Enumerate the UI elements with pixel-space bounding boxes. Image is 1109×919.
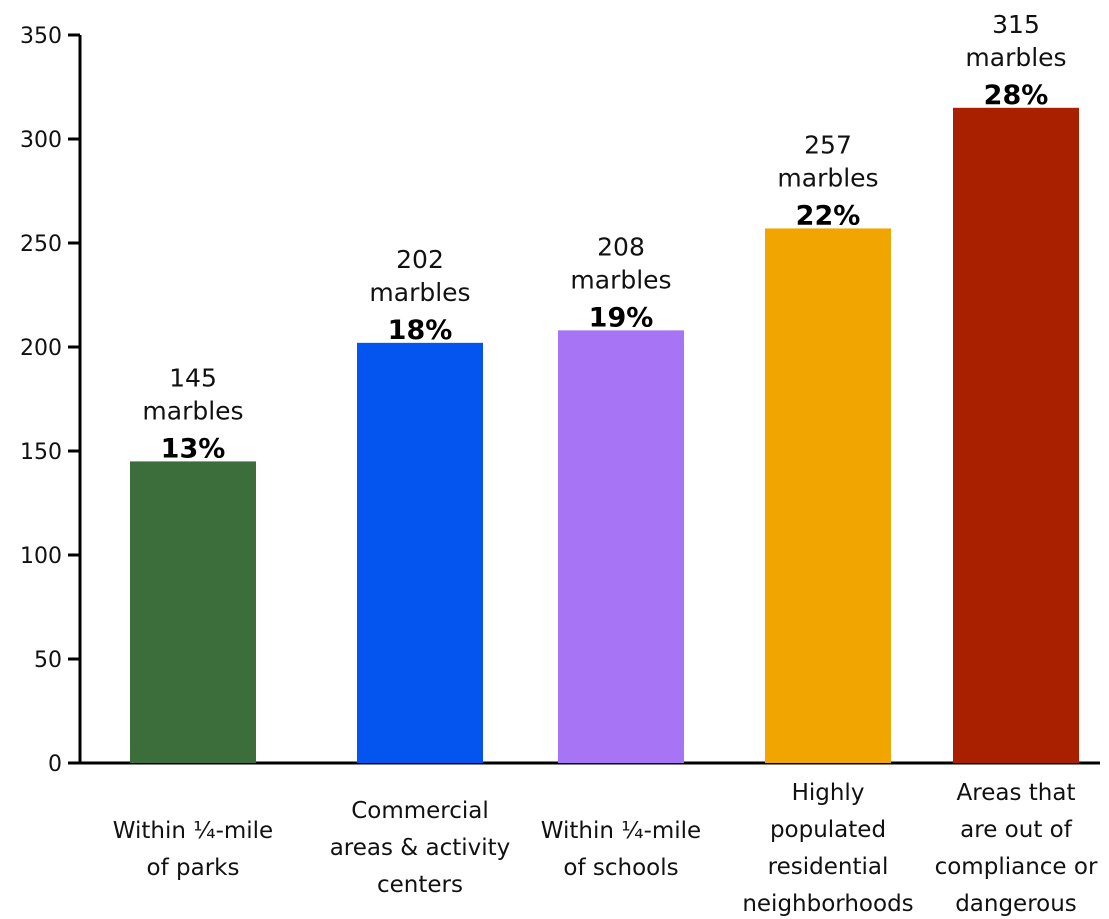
bar-count-line: 202 [396,245,444,274]
category-label-line: neighborhoods [742,891,913,917]
category-label-line: of schools [563,855,678,881]
bar-count-line: 145 [169,363,217,392]
bar-count-label: 315 marbles [965,10,1066,72]
y-tick-label: 0 [48,752,62,777]
y-tick-label: 350 [20,24,62,49]
bar [130,461,256,763]
bar-count-line: marbles [142,396,243,425]
category-labels: Within ¼-mile of parks Commercial areas & a… [113,780,1098,917]
category-label-line: dangerous [955,891,1077,917]
bars [130,107,1079,764]
category-label-line: Areas that [957,780,1076,806]
bar-count-label: 145 marbles [142,363,243,425]
y-tick-label: 200 [20,336,62,361]
bar-count-line: marbles [570,265,671,294]
category-label: Within ¼-mile of schools [541,818,701,881]
y-tick-label: 50 [34,648,62,673]
bar-count-label: 202 marbles [369,245,470,307]
y-tick-label: 300 [20,128,62,153]
category-label-line: Within ¼-mile [541,818,701,844]
category-label: Within ¼-mile of parks [113,818,273,881]
bar [558,330,684,763]
bar-count-line: marbles [965,43,1066,72]
bar [953,107,1079,764]
bar-count-label: 208 marbles [570,232,671,294]
category-label-line: populated [770,817,886,843]
category-label-line: compliance or [935,854,1098,880]
category-label-line: Highly [792,780,865,806]
bar [357,342,483,763]
bar-count-line: marbles [369,278,470,307]
bar-percent-label: 22% [796,200,861,231]
y-tick-label: 250 [20,232,62,257]
bar-percent-label: 18% [388,315,453,346]
bar-count-line: marbles [777,163,878,192]
category-label-line: are out of [960,817,1073,843]
bar-count-line: 257 [804,130,852,159]
category-label: Areas that are out of compliance or dangero… [935,780,1098,917]
y-tick-label: 150 [20,440,62,465]
category-label-line: residential [768,854,889,880]
bar-count-line: 208 [597,232,645,261]
y-tick-label: 100 [20,544,62,569]
category-label: Commercial areas & activity centers [330,798,511,898]
category-label-line: centers [377,872,463,898]
bar-percent-label: 19% [589,302,654,333]
bar-count-label: 257 marbles [777,130,878,192]
category-label-line: Commercial [351,798,489,824]
category-label-line: areas & activity [330,835,511,861]
bar-percent-label: 28% [984,80,1049,111]
bar [765,228,891,763]
bar-percent-label: 13% [161,433,226,464]
category-label: Highly populated residential neighborhoods [742,780,913,917]
category-label-line: of parks [147,855,240,881]
category-label-line: Within ¼-mile [113,818,273,844]
bar-count-line: 315 [992,10,1040,39]
